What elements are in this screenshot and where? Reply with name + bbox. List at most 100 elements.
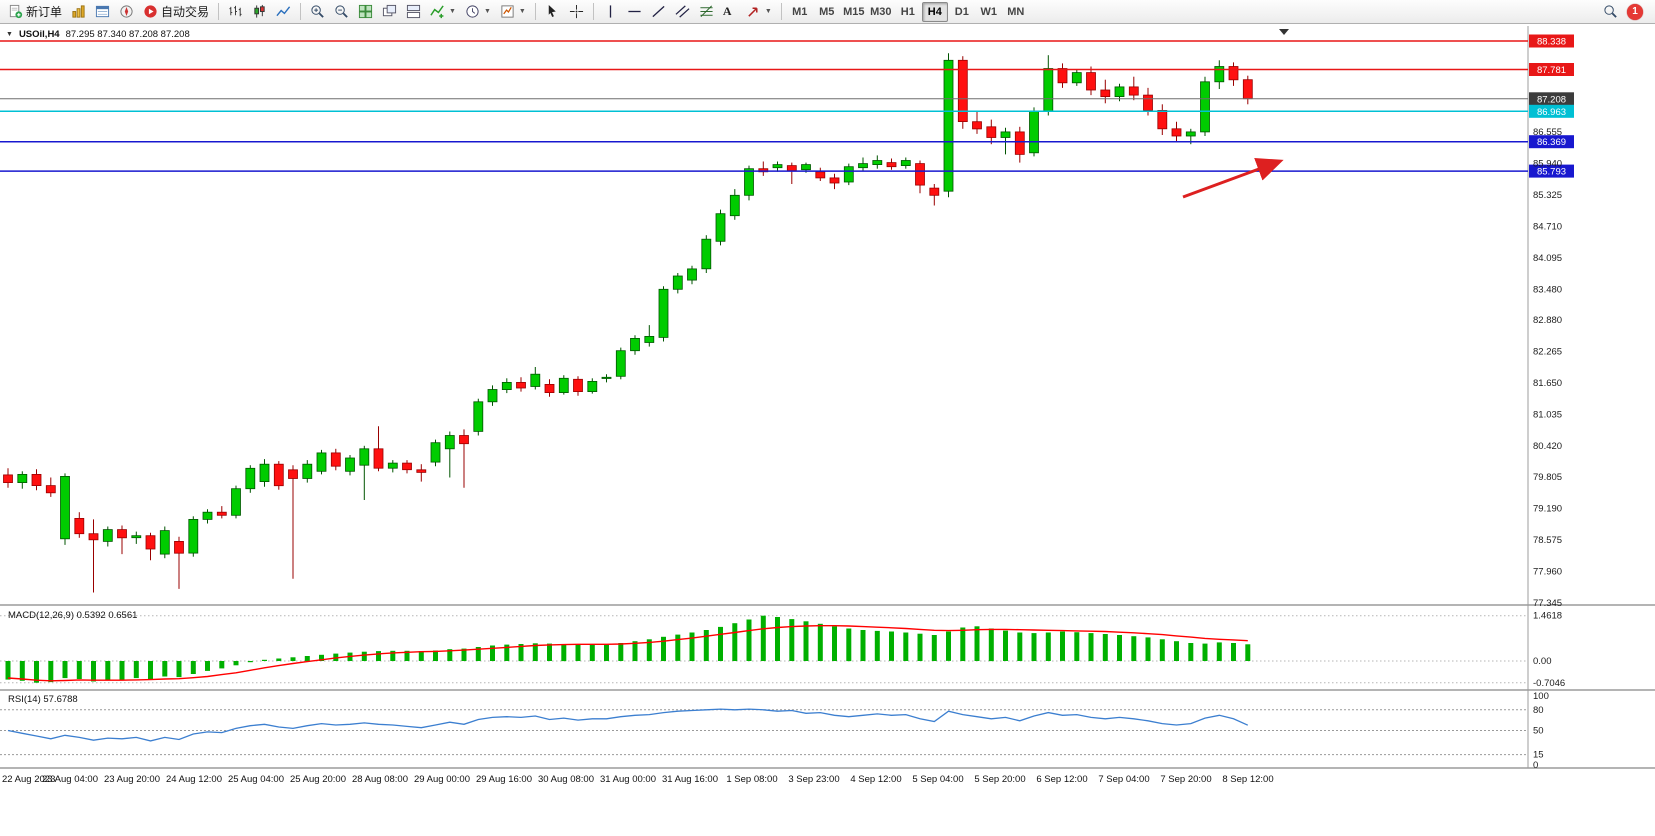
time-axis-label: 3 Sep 23:00	[788, 774, 839, 785]
rsi-axis-label: 80	[1533, 705, 1544, 716]
macd-histogram-bar	[575, 644, 581, 661]
arrows-tool-button[interactable]: ▼	[742, 1, 776, 22]
price-tag-text: 88.338	[1537, 37, 1566, 48]
bar-chart-button[interactable]	[224, 1, 247, 22]
market-watch-button[interactable]	[67, 1, 90, 22]
vertical-line-button[interactable]	[599, 1, 622, 22]
macd-histogram-bar	[205, 661, 210, 671]
macd-histogram-bar	[176, 661, 182, 678]
indicators-button[interactable]: ▼	[426, 1, 460, 22]
candle-body	[1086, 72, 1096, 91]
macd-histogram-bar	[746, 619, 752, 661]
timeframe-m15[interactable]: M15	[841, 2, 867, 22]
timeframe-h4[interactable]: H4	[921, 1, 948, 22]
chart-shift-marker[interactable]	[1279, 29, 1289, 35]
candle-body	[929, 187, 940, 196]
macd-histogram-bar	[376, 651, 381, 661]
candle-body	[1000, 131, 1011, 138]
chevron-down-icon: ▼	[449, 8, 456, 15]
time-axis-label: 31 Aug 16:00	[662, 774, 718, 785]
autotrade-button[interactable]: 自动交易	[139, 1, 213, 22]
candlestick-chart-button[interactable]	[248, 1, 271, 22]
channel-button[interactable]	[671, 1, 694, 22]
candle-body	[1114, 86, 1125, 98]
candle-body	[216, 511, 227, 516]
price-tag-87.208	[1529, 92, 1574, 106]
trendline-button[interactable]	[647, 1, 670, 22]
macd-signal-line	[7, 625, 1248, 682]
candle-body	[202, 511, 213, 520]
symbol-dropdown-icon[interactable]: ▼	[6, 31, 13, 38]
macd-histogram-bar	[1245, 644, 1251, 661]
candle-body	[530, 373, 541, 387]
zoom-in-icon	[311, 5, 324, 18]
candle-body	[259, 463, 270, 483]
candle-body	[102, 529, 113, 542]
timeframe-m5[interactable]: M5	[814, 2, 840, 22]
horizontal-lines[interactable]: 88.338 87.781 87.208 86.963 86.369 85.793	[0, 34, 1574, 178]
candle-body	[288, 469, 298, 479]
tile-windows-button[interactable]	[354, 1, 377, 22]
new-order-button[interactable]: 新订单	[4, 1, 66, 22]
fibonacci-button[interactable]	[695, 1, 718, 22]
macd-histogram-bar	[889, 631, 894, 661]
notification-badge[interactable]: 1	[1627, 3, 1643, 20]
price-axis-label: 81.650	[1533, 378, 1562, 389]
tile-horizontal-button[interactable]	[402, 1, 425, 22]
periods-button[interactable]: ▼	[461, 1, 495, 22]
price-tag-87.781	[1529, 63, 1574, 76]
candle-body	[17, 473, 28, 483]
red-arrow-annotation[interactable]	[1182, 157, 1284, 199]
data-window-icon	[95, 5, 110, 18]
rsi-line	[7, 708, 1249, 742]
candle-body	[1228, 66, 1239, 81]
text-tool-icon: A	[722, 4, 732, 18]
data-window-button[interactable]	[91, 1, 114, 22]
text-tool-button[interactable]: A	[719, 1, 741, 22]
toolbar-separator	[592, 3, 594, 20]
price-chart-canvas[interactable]: 88.33887.78187.20886.96386.36985.79386.5…	[0, 24, 1655, 836]
search-button[interactable]	[1599, 1, 1622, 22]
zoom-in-button[interactable]	[306, 1, 329, 22]
horizontal-line-button[interactable]	[623, 1, 646, 22]
timeframe-w1[interactable]: W1	[976, 2, 1002, 22]
time-axis-label: 24 Aug 12:00	[166, 774, 222, 785]
candle-body	[972, 121, 982, 130]
macd-histogram-bar	[1031, 633, 1037, 661]
cascade-windows-button[interactable]	[378, 1, 401, 22]
line-chart-button[interactable]	[272, 1, 295, 22]
price-tag-88.338	[1529, 34, 1574, 48]
candle-body	[630, 337, 640, 352]
candle-body	[644, 335, 655, 343]
timeframe-d1[interactable]: D1	[949, 2, 975, 22]
macd-histogram-bar	[946, 631, 951, 661]
macd-histogram-bar	[1145, 637, 1151, 661]
templates-button[interactable]: ▼	[496, 1, 530, 22]
crosshair-icon	[569, 4, 583, 19]
price-tag-text: 85.793	[1537, 167, 1566, 178]
navigator-button[interactable]	[115, 1, 138, 22]
price-axis-label: 83.480	[1533, 284, 1562, 295]
candle-body	[815, 171, 826, 179]
annotation-layer[interactable]	[1182, 157, 1284, 199]
macd-histogram-bar	[1045, 632, 1051, 661]
price-axis-label: 85.940	[1533, 159, 1562, 170]
timeframe-m30[interactable]: M30	[868, 2, 894, 22]
timeframe-mn[interactable]: MN	[1003, 2, 1029, 22]
macd-histogram-bar	[475, 647, 481, 661]
macd-histogram-bar	[974, 626, 980, 661]
cursor-button[interactable]	[541, 1, 564, 22]
cursor-icon	[548, 4, 556, 18]
macd-histogram-bar	[732, 623, 738, 661]
macd-histogram-bar	[76, 661, 82, 679]
candle-body	[715, 213, 726, 242]
zoom-out-button[interactable]	[330, 1, 353, 22]
timeframe-h1[interactable]: H1	[895, 2, 921, 22]
macd-histogram-bar	[233, 661, 239, 666]
candle-body	[601, 376, 612, 379]
trendline-icon	[652, 5, 665, 18]
timeframe-m1[interactable]: M1	[787, 2, 813, 22]
macd-histogram-bar	[832, 626, 837, 661]
crosshair-button[interactable]	[565, 1, 588, 22]
